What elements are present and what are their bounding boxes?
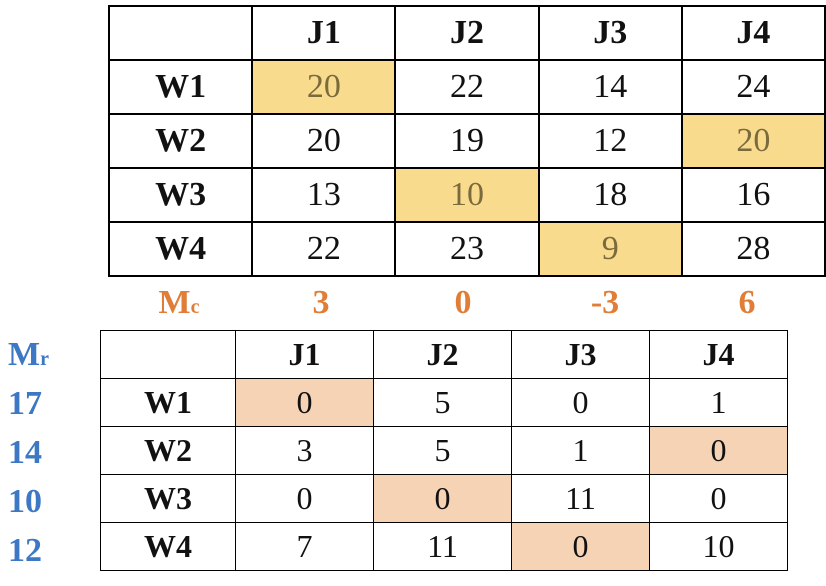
row-minimum-column: Mr 17 14 10 12 xyxy=(8,330,98,575)
table-cell: 13 xyxy=(251,167,397,223)
row-label: W1 xyxy=(100,378,236,427)
table-cell: 3 xyxy=(235,426,374,475)
column-minimum-row: Mc 3 0 -3 6 xyxy=(108,280,818,326)
table-row: W1 0 5 0 1 xyxy=(100,378,788,427)
column-minimum-value: 6 xyxy=(738,284,756,321)
table-cell: 12 xyxy=(537,113,683,169)
highlighted-cell: 0 xyxy=(235,378,374,427)
column-header: J2 xyxy=(394,5,540,61)
column-minimum-value: 3 xyxy=(312,284,330,321)
column-header: J1 xyxy=(235,330,374,379)
table-cell: 22 xyxy=(394,59,540,115)
row-label: W4 xyxy=(107,221,254,277)
table-cell: 0 xyxy=(511,378,650,427)
corner-cell xyxy=(100,330,236,379)
table-cell: 10 xyxy=(649,522,788,571)
table-cell: 14 xyxy=(537,59,683,115)
highlighted-cell: 0 xyxy=(649,426,788,475)
highlighted-cell: 9 xyxy=(537,221,683,277)
table-cell: 5 xyxy=(373,378,512,427)
column-minimum-value: -3 xyxy=(590,284,620,321)
row-label: W2 xyxy=(100,426,236,475)
table-cell: 11 xyxy=(511,474,650,523)
table-row: W1 20 22 14 24 xyxy=(107,59,826,115)
row-minimum-value: 17 xyxy=(8,385,42,422)
mc-label-main: M xyxy=(158,284,191,321)
table-row: W4 22 23 9 28 xyxy=(107,221,826,277)
row-label: W3 xyxy=(107,167,254,223)
table-cell: 28 xyxy=(680,221,826,277)
highlighted-cell: 10 xyxy=(394,167,540,223)
table-cell: 1 xyxy=(511,426,650,475)
row-label: W4 xyxy=(100,522,236,571)
table-cell: 22 xyxy=(251,221,397,277)
highlighted-cell: 0 xyxy=(511,522,650,571)
row-label: W1 xyxy=(107,59,254,115)
table-cell: 7 xyxy=(235,522,374,571)
mr-label-main: M xyxy=(8,336,41,373)
mc-label: Mc xyxy=(108,280,250,326)
table-cell: 5 xyxy=(373,426,512,475)
column-header: J3 xyxy=(537,5,683,61)
table-cell: 1 xyxy=(649,378,788,427)
corner-cell xyxy=(107,5,254,61)
table-row: W4 7 11 0 10 xyxy=(100,522,788,571)
table-row: W2 20 19 12 20 xyxy=(107,113,826,169)
highlighted-cell: 0 xyxy=(373,474,512,523)
column-header: J2 xyxy=(373,330,512,379)
table-cell: 0 xyxy=(235,474,374,523)
row-label: W2 xyxy=(107,113,254,169)
table-cell: 20 xyxy=(251,113,397,169)
column-minimum-value: 0 xyxy=(454,284,472,321)
table-cell: 19 xyxy=(394,113,540,169)
table-cell: 0 xyxy=(649,474,788,523)
table-cell: 23 xyxy=(394,221,540,277)
highlighted-cell: 20 xyxy=(251,59,397,115)
row-minimum-value: 12 xyxy=(8,532,42,569)
row-minimum-value: 14 xyxy=(8,434,42,471)
reduced-matrix-table: J1 J2 J3 J4 W1 0 5 0 1 W2 3 5 1 0 W3 0 0… xyxy=(100,330,788,571)
row-label: W3 xyxy=(100,474,236,523)
mc-label-subscript: c xyxy=(190,296,200,318)
column-header: J4 xyxy=(649,330,788,379)
table-cell: 24 xyxy=(680,59,826,115)
table-cell: 16 xyxy=(680,167,826,223)
column-header: J3 xyxy=(511,330,650,379)
table-cell: 11 xyxy=(373,522,512,571)
column-header: J4 xyxy=(680,5,826,61)
cost-matrix-header-row: J1 J2 J3 J4 xyxy=(107,5,826,61)
column-header: J1 xyxy=(251,5,397,61)
mr-label: Mr xyxy=(8,330,98,379)
row-minimum-value: 10 xyxy=(8,483,42,520)
mr-label-subscript: r xyxy=(40,348,49,370)
highlighted-cell: 20 xyxy=(680,113,826,169)
table-row: W3 0 0 11 0 xyxy=(100,474,788,523)
table-cell: 18 xyxy=(537,167,683,223)
reduced-matrix-header-row: J1 J2 J3 J4 xyxy=(100,330,788,379)
table-row: W2 3 5 1 0 xyxy=(100,426,788,475)
table-row: W3 13 10 18 16 xyxy=(107,167,826,223)
cost-matrix-table: J1 J2 J3 J4 W1 20 22 14 24 W2 20 19 12 2… xyxy=(107,5,826,277)
